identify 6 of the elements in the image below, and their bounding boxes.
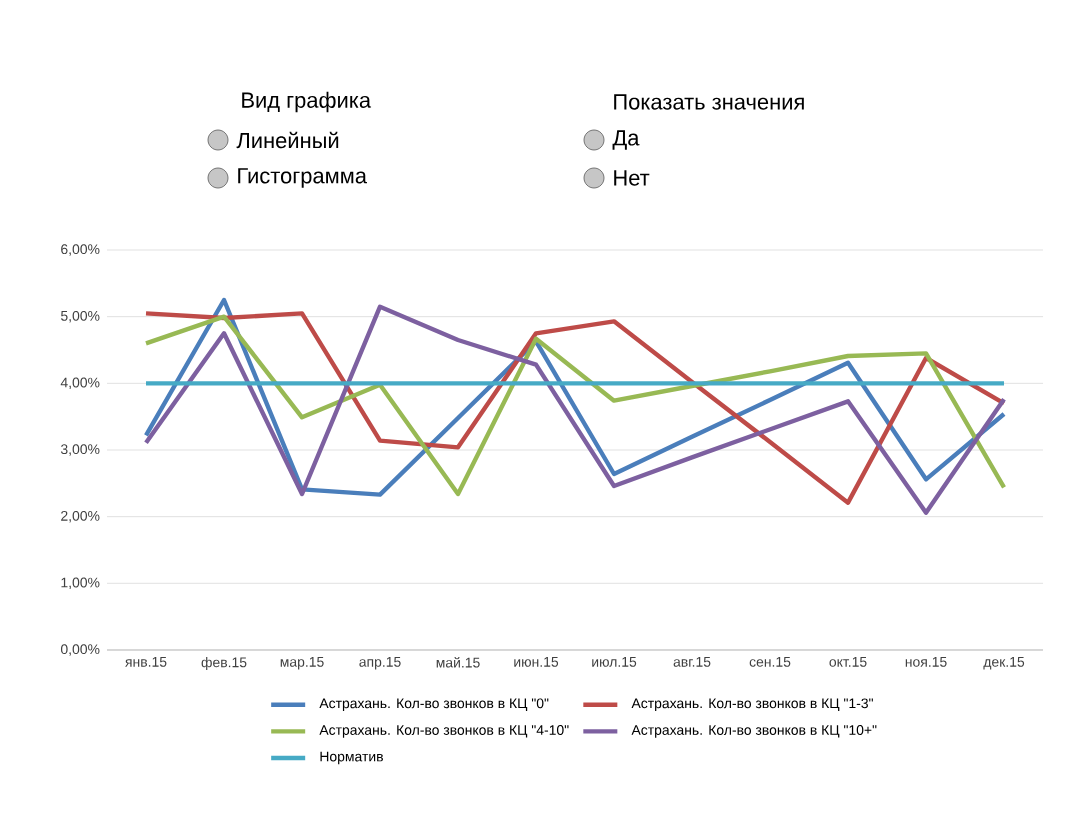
- text: Вид графика: [242, 91, 372, 113]
- text: Гистограмма: [238, 168, 367, 188]
- text: Линейный: [236, 131, 339, 149]
- text: Показать значения: [614, 94, 804, 110]
- text: Да: [612, 130, 640, 150]
- text: Нет: [614, 170, 650, 186]
